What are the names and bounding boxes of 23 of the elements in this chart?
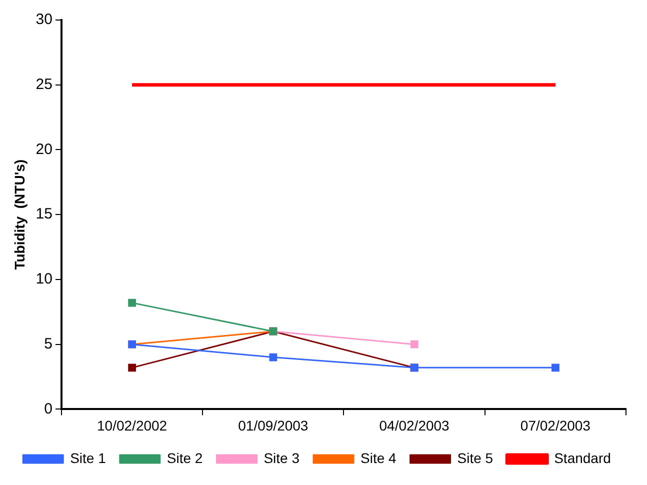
y-tick-label: 0 xyxy=(44,400,52,418)
x-tick-label: 10/02/2002 xyxy=(97,417,168,434)
legend-label: Site 4 xyxy=(360,450,397,466)
y-tick-label: 10 xyxy=(36,270,52,288)
legend-label: Site 1 xyxy=(70,450,106,466)
point xyxy=(128,298,136,307)
y-tick-label: 30 xyxy=(36,11,52,28)
legend-label: Site 5 xyxy=(457,450,494,466)
x-tick-label: 07/02/2003 xyxy=(520,417,591,434)
legend-label: Site 2 xyxy=(166,450,203,466)
y-axis-title: Tubidity (NTU's) xyxy=(11,159,28,270)
point xyxy=(552,364,560,372)
point xyxy=(128,364,136,372)
x-tick-label: 01/09/2003 xyxy=(238,417,308,434)
y-tick-label: 20 xyxy=(36,140,52,158)
x-tick-label: 04/02/2003 xyxy=(379,417,450,434)
point xyxy=(410,340,418,348)
y-tick-label: 15 xyxy=(36,206,52,223)
y-tick-label: 25 xyxy=(36,76,52,94)
point xyxy=(269,353,278,362)
legend-label: Standard xyxy=(554,450,611,466)
legend-label: Site 3 xyxy=(264,450,300,466)
y-tick-label: 5 xyxy=(44,335,52,352)
